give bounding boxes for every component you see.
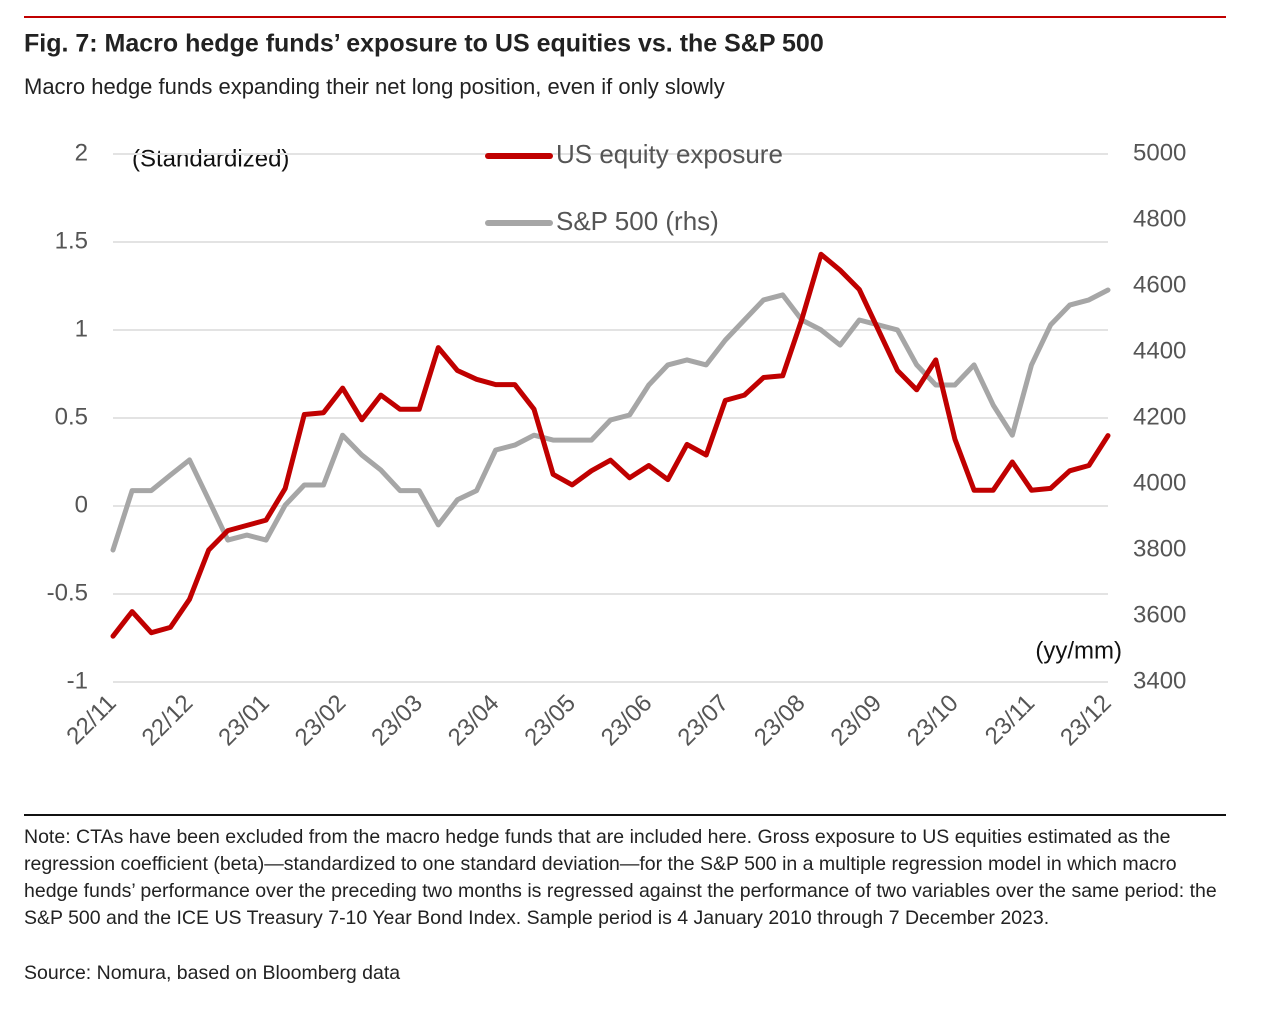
x-tick-label: 22/11 [61, 690, 121, 750]
x-tick-label: 23/07 [672, 690, 734, 752]
source: Source: Nomura, based on Bloomberg data [24, 962, 401, 984]
x-tick-label: 23/09 [826, 690, 888, 752]
x-tick-label: 23/04 [443, 690, 505, 752]
y-tick-label: -1 [67, 667, 88, 694]
y2-tick-label: 4600 [1133, 271, 1186, 298]
y-tick-label: -0.5 [47, 579, 88, 606]
y2-tick-label: 5000 [1133, 139, 1186, 166]
series-line [110, 251, 1111, 639]
chart-subtitle: Macro hedge funds expanding their net lo… [24, 74, 725, 99]
x-axis-label: (yy/mm) [1035, 637, 1122, 664]
y-tick-label: 1 [75, 315, 88, 342]
x-tick-label: 23/12 [1055, 690, 1117, 752]
y2-tick-label: 4400 [1133, 337, 1186, 364]
x-tick-label: 23/03 [366, 690, 428, 752]
chart-title: Fig. 7: Macro hedge funds’ exposure to U… [24, 30, 824, 58]
y2-tick-label: 4000 [1133, 469, 1186, 496]
x-tick-label: 22/12 [137, 690, 199, 752]
legend-label: S&P 500 (rhs) [556, 206, 719, 236]
y2-tick-label: 3800 [1133, 535, 1186, 562]
y-tick-label: 2 [75, 139, 88, 166]
x-tick-label: 23/05 [519, 690, 581, 752]
y2-tick-label: 4800 [1133, 205, 1186, 232]
x-tick-label: 23/10 [902, 690, 964, 752]
y2-tick-label: 3400 [1133, 667, 1186, 694]
legend-label: US equity exposure [556, 139, 783, 169]
x-tick-label: 23/06 [596, 690, 658, 752]
x-tick-label: 23/11 [980, 690, 1040, 750]
chart: Fig. 7: Macro hedge funds’ exposure to U… [24, 16, 1226, 752]
y-axis-label: (Standardized) [132, 145, 289, 172]
y-tick-label: 0 [75, 491, 88, 518]
y-tick-label: 1.5 [55, 227, 88, 254]
y-tick-label: 0.5 [55, 403, 88, 430]
note: Note: CTAs have been excluded from the m… [24, 826, 1217, 929]
y2-tick-label: 4200 [1133, 403, 1186, 430]
y2-tick-label: 3600 [1133, 601, 1186, 628]
x-tick-label: 23/01 [213, 690, 275, 752]
x-tick-label: 23/02 [290, 690, 352, 752]
x-tick-label: 23/08 [749, 690, 811, 752]
bottom-rule [24, 814, 1226, 816]
